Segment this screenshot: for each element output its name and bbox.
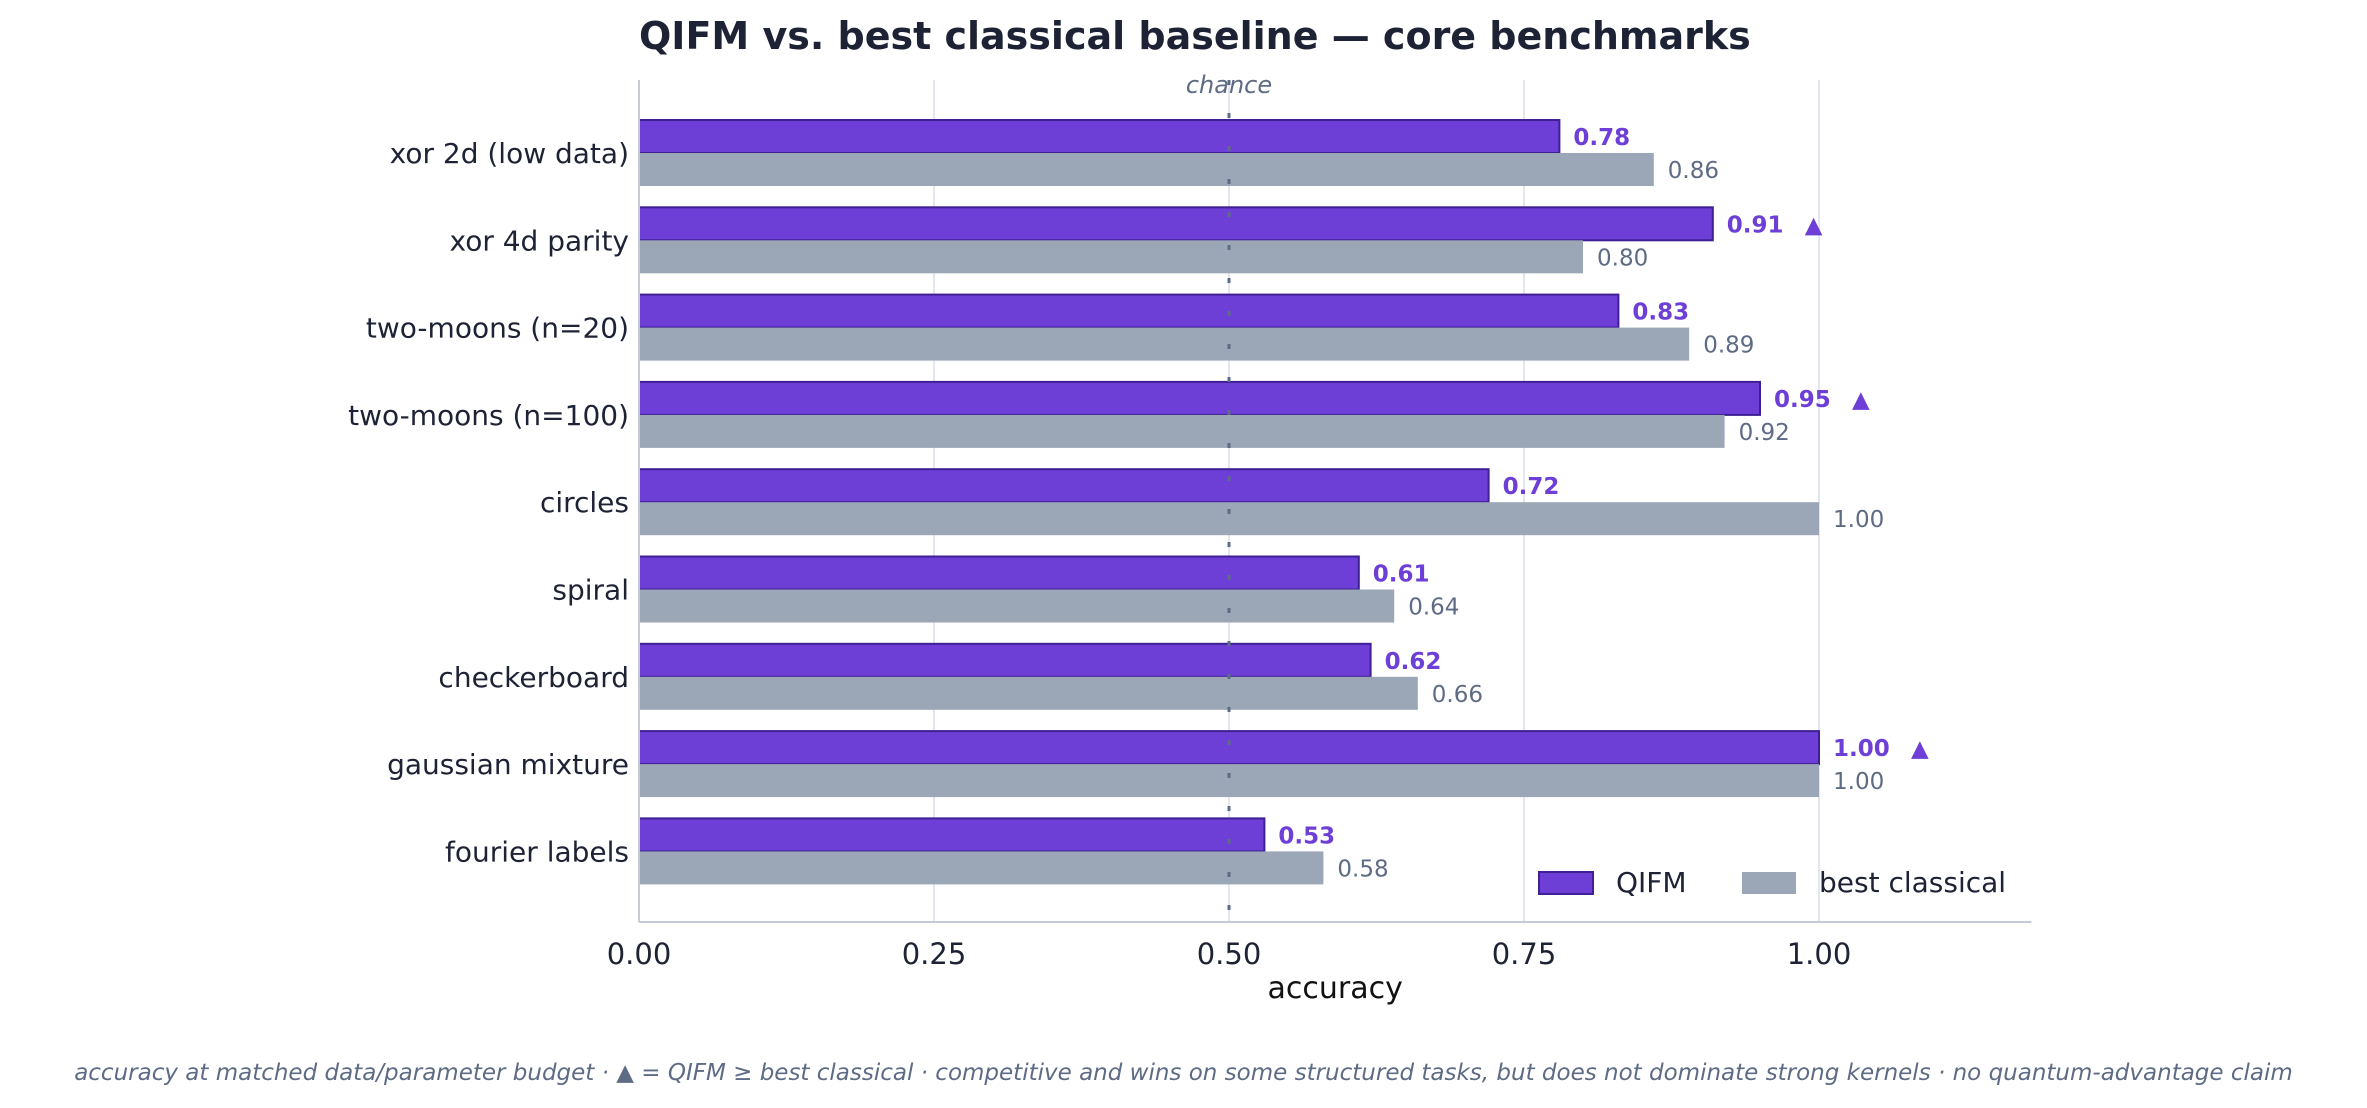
classical-value-label: 0.66	[1432, 682, 1483, 708]
classical-bar	[639, 589, 1395, 623]
qifm-bar	[638, 380, 1761, 416]
x-axis-label: accuracy	[1268, 971, 1403, 1006]
qifm-value-label: 0.83	[1632, 300, 1689, 326]
footnote: accuracy at matched data/parameter budge…	[74, 1060, 2293, 1086]
legend: QIFM best classical	[1538, 866, 2006, 899]
chart-title: QIFM vs. best classical baseline — core …	[639, 14, 1751, 58]
qifm-bar	[638, 817, 1266, 853]
classical-value-label: 1.00	[1833, 769, 1884, 795]
classical-bar	[639, 851, 1324, 885]
chance-label: chance	[1186, 71, 1272, 99]
qifm-value-label: 0.91	[1727, 212, 1784, 238]
qifm-value-label: 0.62	[1385, 649, 1442, 675]
classical-value-label: 1.00	[1833, 507, 1884, 533]
axes-layer: 0.00 0.25 0.50 0.75 1.00 accuracy	[607, 80, 2032, 1006]
category-label: gaussian mixture	[387, 748, 629, 781]
labels-layer: xor 2d (low data) 0.78 0.86 xor 4d parity 0.…	[348, 71, 1929, 922]
classical-bar	[639, 327, 1690, 361]
qifm-value-label: 0.95	[1774, 387, 1831, 413]
qifm-bar	[638, 468, 1490, 504]
category-label: circles	[540, 486, 629, 519]
category-label: checkerboard	[438, 661, 629, 694]
classical-value-label: 0.92	[1739, 420, 1790, 446]
qifm-bar	[638, 642, 1372, 678]
x-tick-label: 0.75	[1492, 937, 1557, 971]
classical-value-label: 0.80	[1597, 245, 1648, 271]
x-tick-label: 0.50	[1197, 937, 1262, 971]
classical-value-label: 0.89	[1703, 333, 1754, 359]
win-marker: ▲	[1911, 736, 1929, 762]
classical-value-label: 0.58	[1337, 856, 1388, 882]
win-marker: ▲	[1852, 387, 1870, 413]
x-tick-label: 0.25	[902, 937, 967, 971]
legend-swatch-classical	[1742, 872, 1796, 894]
qifm-value-label: 0.78	[1573, 125, 1630, 151]
category-label: xor 4d parity	[449, 224, 629, 257]
category-label: spiral	[552, 574, 629, 607]
legend-label-classical: best classical	[1819, 866, 2006, 899]
qifm-value-label: 0.72	[1503, 474, 1560, 500]
x-tick-label: 0.00	[607, 937, 672, 971]
classical-value-label: 0.86	[1668, 158, 1719, 184]
qifm-bar	[638, 206, 1714, 242]
category-label: two-moons (n=100)	[348, 399, 629, 432]
category-label: fourier labels	[445, 835, 629, 868]
win-marker: ▲	[1805, 212, 1823, 238]
classical-bar	[639, 764, 1819, 798]
legend-swatch-qifm	[1538, 871, 1594, 895]
classical-bar	[639, 240, 1583, 274]
classical-bar	[639, 502, 1819, 536]
bars-layer	[638, 119, 1820, 885]
qifm-value-label: 0.53	[1278, 823, 1335, 849]
qifm-bar	[638, 293, 1620, 329]
classical-bar	[639, 676, 1418, 710]
classical-bar	[639, 414, 1725, 448]
qifm-value-label: 0.61	[1373, 562, 1430, 588]
qifm-bar	[638, 119, 1561, 154]
legend-label-qifm: QIFM	[1616, 866, 1687, 899]
classical-value-label: 0.64	[1408, 595, 1459, 621]
qifm-bar	[638, 555, 1360, 591]
category-label: xor 2d (low data)	[390, 137, 629, 170]
classical-bar	[639, 153, 1654, 186]
x-tick-label: 1.00	[1787, 937, 1852, 971]
qifm-value-label: 1.00	[1833, 736, 1890, 762]
qifm-bar	[638, 730, 1820, 766]
category-label: two-moons (n=20)	[366, 312, 629, 345]
